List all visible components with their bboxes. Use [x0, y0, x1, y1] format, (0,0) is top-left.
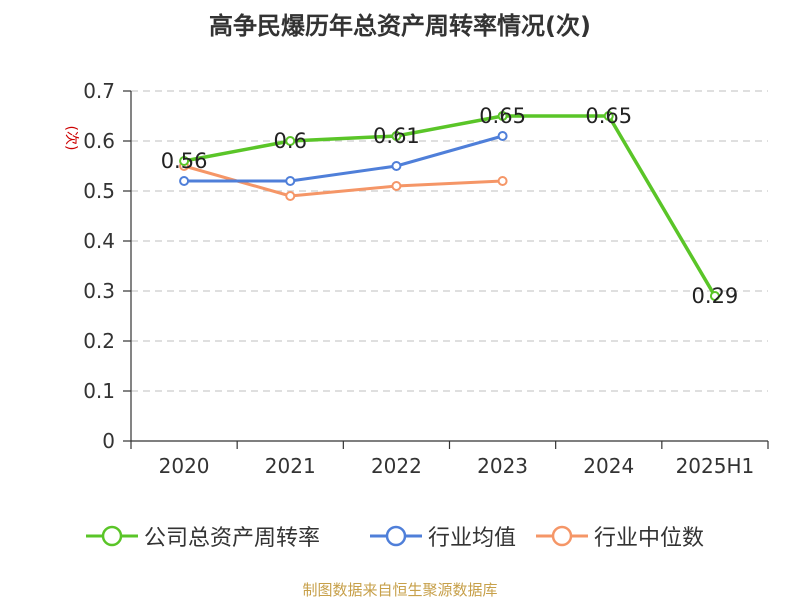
x-tick-label: 2025H1 — [676, 454, 755, 478]
data-label: 0.56 — [161, 149, 208, 173]
y-tick-label: 0.1 — [83, 379, 115, 403]
chart-title: 高争民爆历年总资产周转率情况(次) — [209, 12, 591, 40]
legend-marker-industry-median — [536, 525, 588, 547]
legend-label-industry-mean: 行业均值 — [428, 526, 517, 551]
legend-item-industry-mean[interactable]: 行业均值 — [370, 518, 516, 554]
legend-marker-industry-mean — [370, 525, 422, 547]
data-point — [179, 156, 190, 166]
data-label: 0.29 — [692, 284, 739, 308]
data-label: 0.65 — [585, 104, 632, 128]
data-point — [497, 111, 508, 121]
data-source-note: 制图数据来自恒生聚源数据库 — [302, 581, 498, 599]
series-line-1 — [184, 134, 504, 183]
data-point — [391, 181, 402, 191]
legend-marker-company — [86, 525, 138, 547]
data-label: 0.61 — [373, 124, 420, 148]
data-label: 0.65 — [479, 104, 526, 128]
y-tick-label: 0 — [102, 429, 115, 453]
series-line-0 — [183, 114, 717, 297]
x-tick-label: 2022 — [371, 454, 422, 478]
legend-item-industry-median[interactable]: 行业中位数 — [536, 518, 704, 554]
legend-label-industry-median: 行业中位数 — [594, 526, 705, 551]
legend-label-company: 公司总资产周转率 — [144, 526, 321, 551]
data-point — [497, 131, 508, 141]
data-point — [497, 176, 508, 186]
data-point — [709, 291, 720, 301]
y-tick-label: 0.4 — [83, 229, 115, 253]
y-tick-label: 0.7 — [83, 79, 115, 103]
x-tick-label: 2024 — [583, 454, 634, 478]
data-point — [285, 176, 296, 186]
y-tick-label: 0.6 — [83, 129, 115, 153]
data-point — [179, 176, 190, 186]
y-tick-label: 0.3 — [83, 279, 115, 303]
data-point — [285, 191, 296, 201]
x-tick-label: 2021 — [265, 454, 316, 478]
chart-legend: 公司总资产周转率 行业均值 行业中位数 — [0, 518, 800, 554]
x-tick-label: 2023 — [477, 454, 528, 478]
data-point — [285, 136, 296, 146]
legend-item-company[interactable]: 公司总资产周转率 — [86, 518, 320, 554]
data-point — [391, 131, 402, 141]
data-label: 0.6 — [274, 129, 307, 153]
x-tick-label: 2020 — [159, 454, 210, 478]
data-point — [391, 161, 402, 171]
y-tick-label: 0.2 — [83, 329, 115, 353]
y-tick-label: 0.5 — [83, 179, 115, 203]
data-point — [603, 111, 614, 121]
